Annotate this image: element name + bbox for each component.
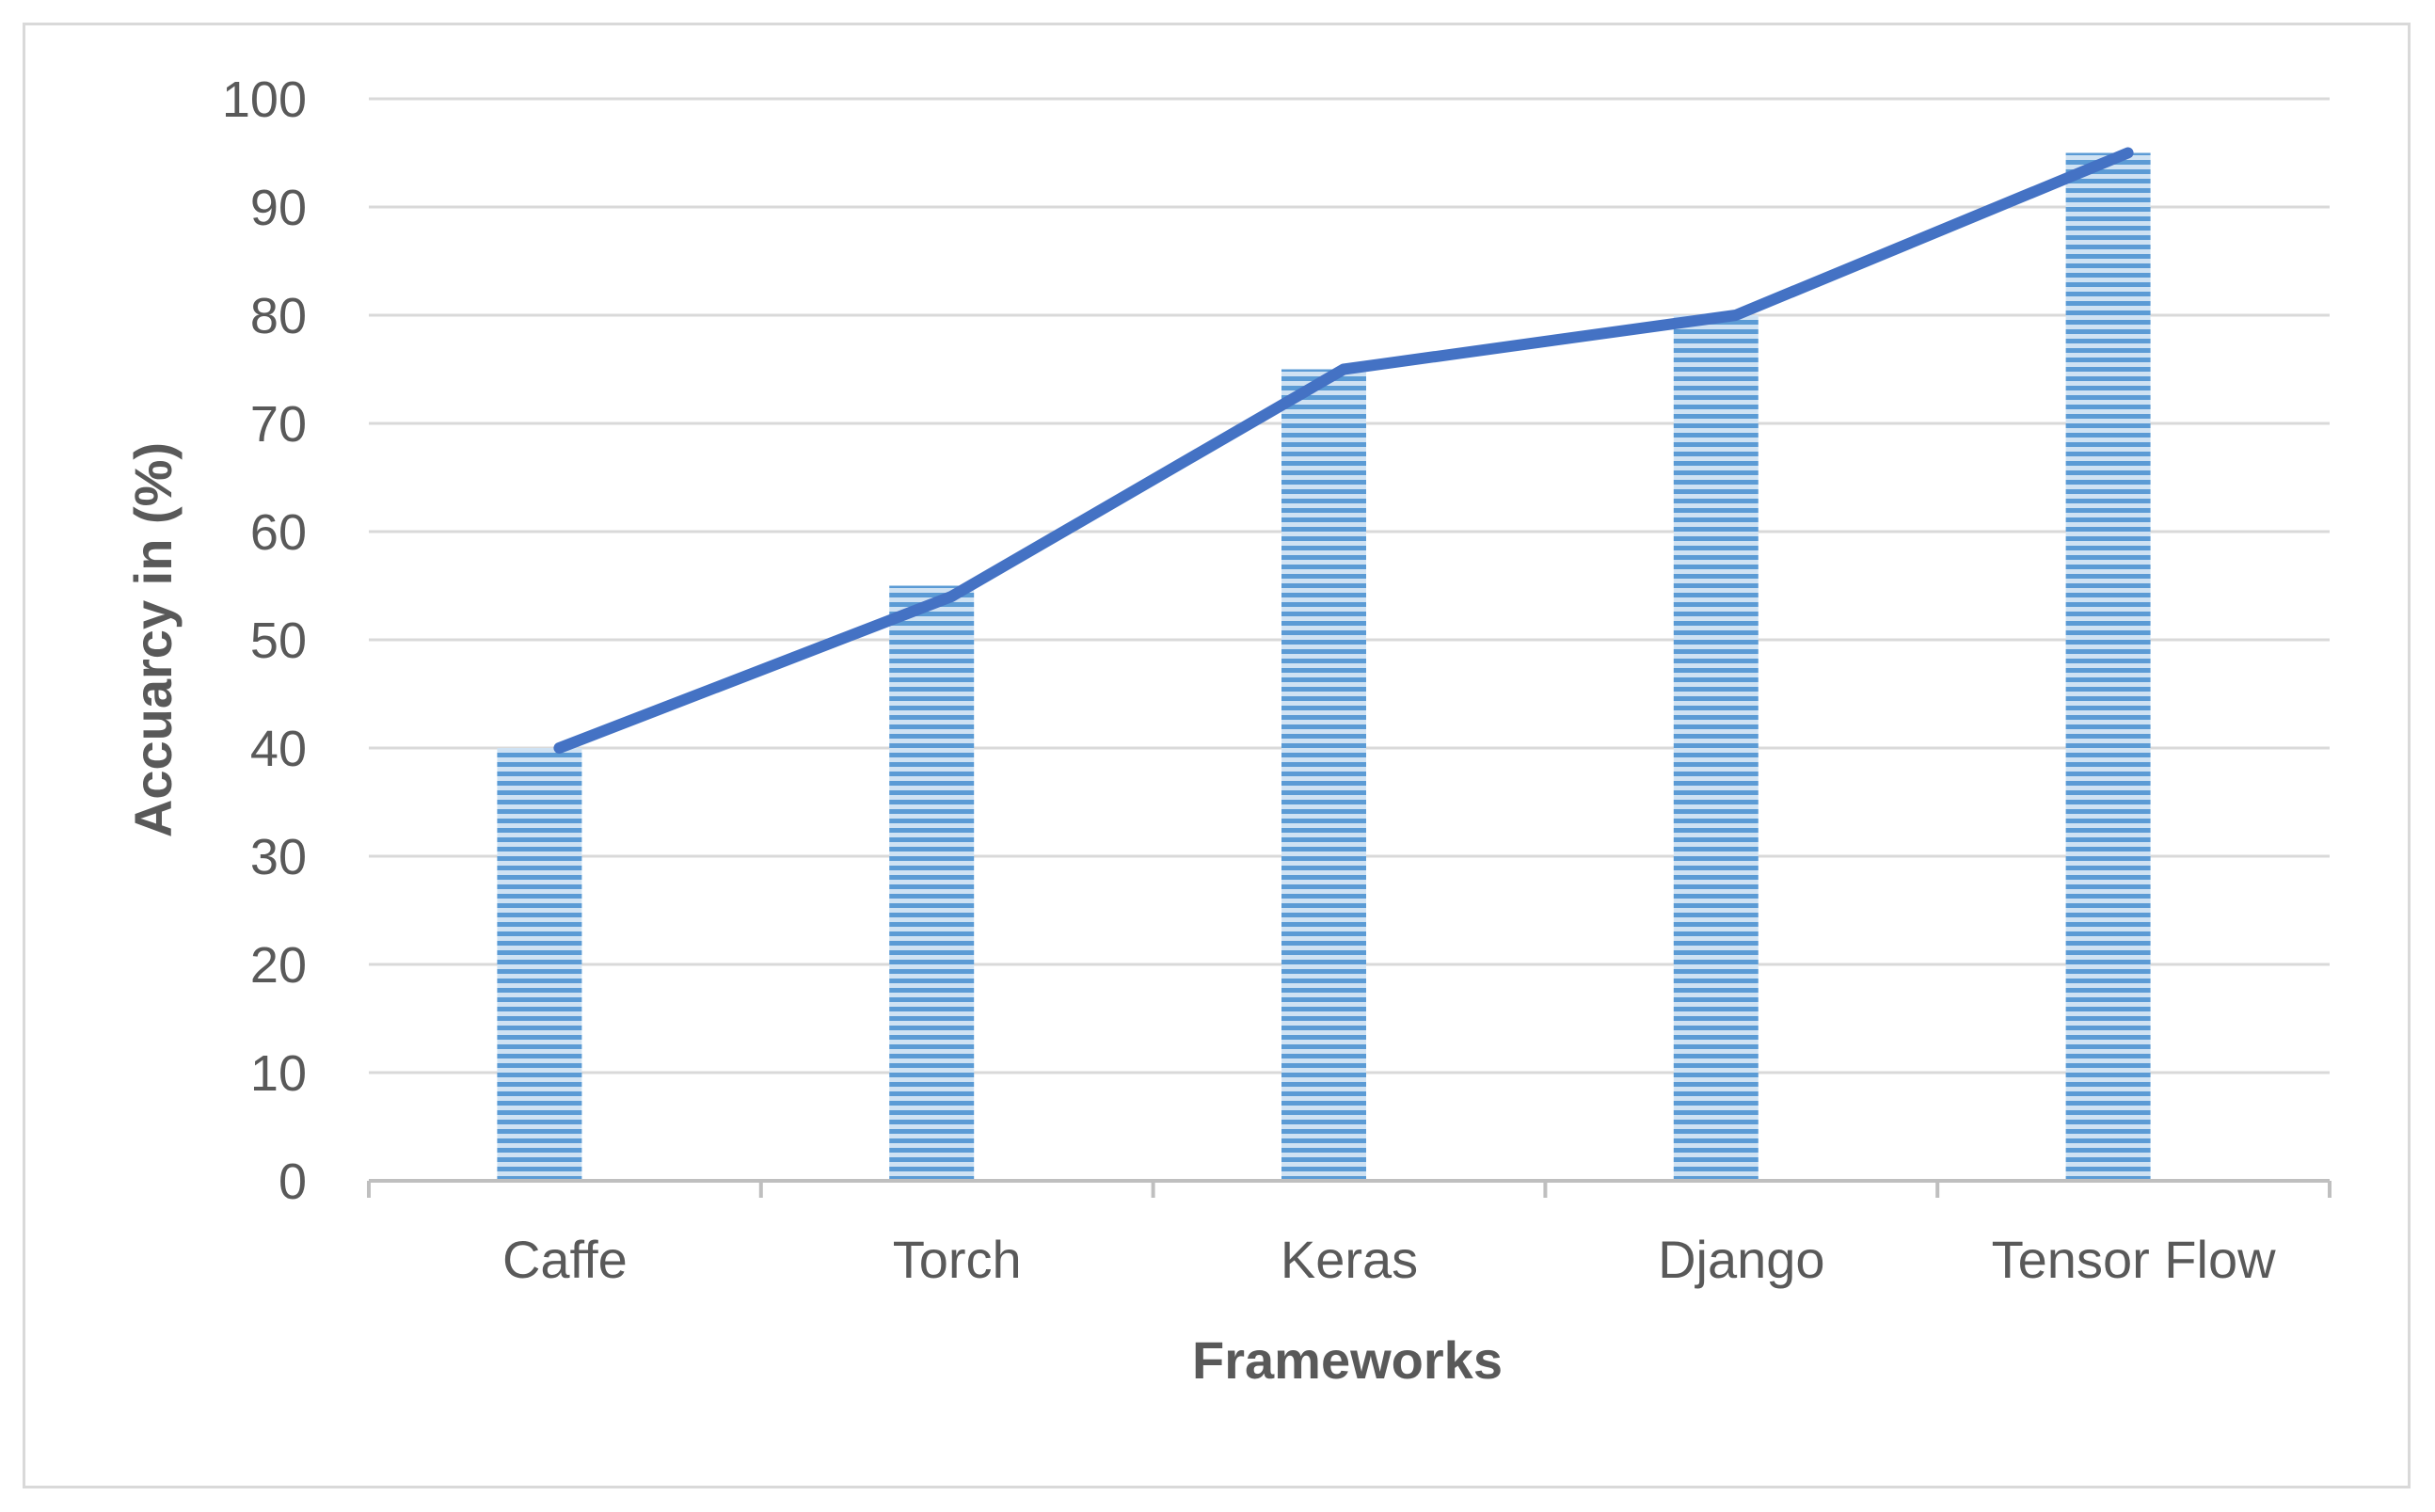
trend-line <box>553 147 2134 754</box>
y-tick-label: 40 <box>250 721 307 777</box>
y-tick-label: 90 <box>250 180 307 236</box>
x-tick-label: Keras <box>1281 1230 1418 1289</box>
chart-frame <box>23 23 2411 1488</box>
y-tick-label: 10 <box>250 1045 307 1102</box>
x-tick-label: Tensor Flow <box>1992 1230 2276 1289</box>
y-tick-label: 30 <box>250 829 307 885</box>
y-tick-labels: 0 10 20 30 40 50 60 70 80 90 100 <box>222 72 307 1210</box>
bar <box>889 585 975 1181</box>
bar <box>497 748 582 1181</box>
trend-line-series <box>553 147 2134 754</box>
bar <box>1281 369 1366 1181</box>
bar <box>2065 152 2151 1181</box>
x-tick-label: Torch <box>893 1230 1022 1289</box>
y-axis-title: Accuarcy in (%) <box>123 442 183 837</box>
y-tick-label: 80 <box>250 288 307 344</box>
y-tick-label: 70 <box>250 396 307 453</box>
x-tick-label: Django <box>1658 1230 1824 1289</box>
x-axis-title: Frameworks <box>1192 1330 1503 1390</box>
y-tick-label: 100 <box>222 72 307 128</box>
gridlines <box>369 97 2330 1074</box>
bar <box>1673 315 1759 1181</box>
x-tick-label: Caffe <box>502 1230 628 1289</box>
y-tick-label: 60 <box>250 504 307 561</box>
x-axis <box>367 1179 2332 1198</box>
y-tick-label: 0 <box>279 1154 307 1210</box>
x-tick-labels: Caffe Torch Keras Django Tensor Flow <box>502 1230 2276 1289</box>
bars <box>497 152 2151 1181</box>
y-tick-label: 20 <box>250 937 307 994</box>
y-tick-label: 50 <box>250 613 307 669</box>
